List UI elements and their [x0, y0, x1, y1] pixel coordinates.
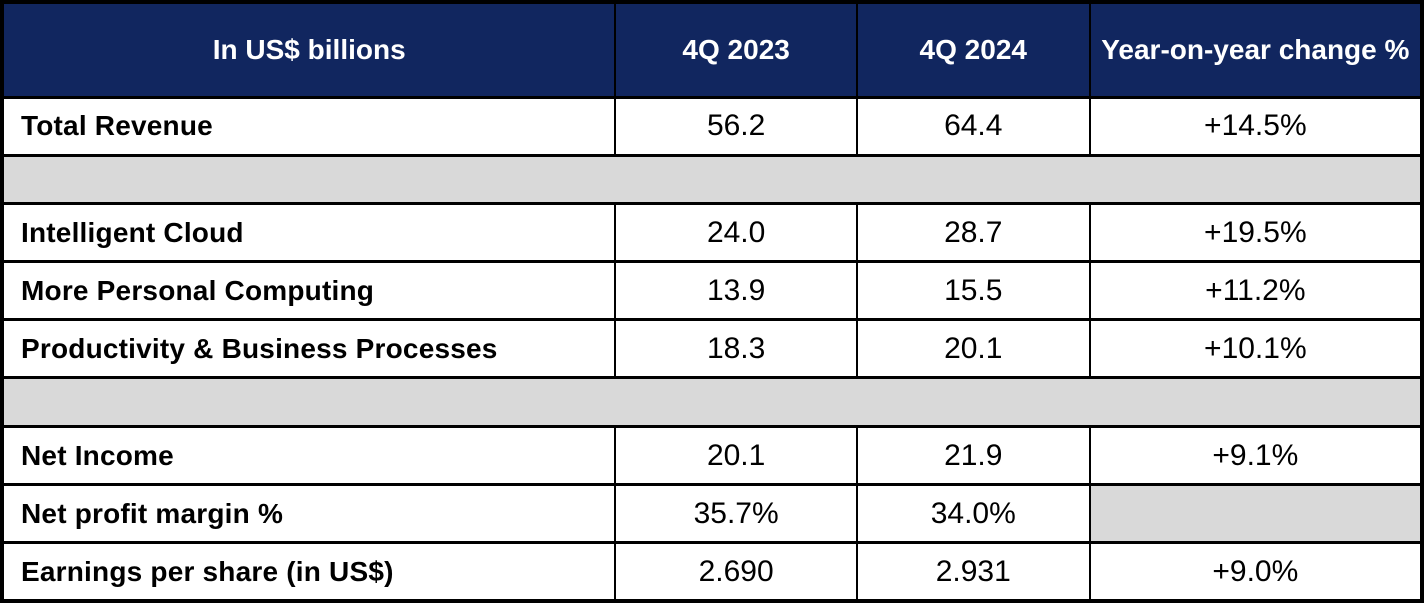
cell-4q2023: 18.3: [614, 318, 858, 380]
cell-yoy: +10.1%: [1088, 318, 1424, 380]
cell-yoy: +9.0%: [1088, 541, 1424, 603]
cell-4q2024: 64.4: [855, 95, 1091, 157]
table-row-net-profit-margin: Net profit margin % 35.7% 34.0%: [0, 483, 1424, 545]
cell-yoy-empty: [1088, 483, 1424, 545]
spacer-band-cell: [2, 376, 1422, 429]
cell-4q2024: 21.9: [855, 425, 1091, 487]
column-header-yoy-change: Year-on-year change %: [1088, 0, 1424, 99]
cell-4q2023: 2.690: [614, 541, 858, 603]
cell-4q2024: 2.931: [855, 541, 1091, 603]
cell-4q2024: 20.1: [855, 318, 1091, 380]
cell-4q2023: 24.0: [614, 202, 858, 264]
row-label: Intelligent Cloud: [0, 202, 617, 264]
table-row-total-revenue: Total Revenue 56.2 64.4 +14.5%: [0, 95, 1424, 157]
cell-yoy: +11.2%: [1088, 260, 1424, 322]
column-header-units: In US$ billions: [0, 0, 617, 99]
row-label: Productivity & Business Processes: [0, 318, 617, 380]
table-row-more-personal-computing: More Personal Computing 13.9 15.5 +11.2%: [0, 260, 1424, 322]
table-row-net-income: Net Income 20.1 21.9 +9.1%: [0, 425, 1424, 487]
cell-4q2023: 13.9: [614, 260, 858, 322]
row-label: Earnings per share (in US$): [0, 541, 617, 603]
row-label: Net profit margin %: [0, 483, 617, 545]
cell-yoy: +19.5%: [1088, 202, 1424, 264]
row-label: More Personal Computing: [0, 260, 617, 322]
spacer-band: [2, 153, 1422, 206]
row-label: Total Revenue: [0, 95, 617, 157]
row-label: Net Income: [0, 425, 617, 487]
spacer-band-cell: [2, 153, 1422, 206]
cell-yoy: +9.1%: [1088, 425, 1424, 487]
column-header-4q2023: 4Q 2023: [614, 0, 858, 99]
cell-4q2023: 56.2: [614, 95, 858, 157]
table-row-earnings-per-share: Earnings per share (in US$) 2.690 2.931 …: [0, 541, 1424, 603]
spacer-band: [2, 376, 1422, 429]
cell-yoy: +14.5%: [1088, 95, 1424, 157]
table-row-intelligent-cloud: Intelligent Cloud 24.0 28.7 +19.5%: [0, 202, 1424, 264]
column-header-4q2024: 4Q 2024: [855, 0, 1091, 99]
cell-4q2023: 20.1: [614, 425, 858, 487]
table-row-productivity-business-processes: Productivity & Business Processes 18.3 2…: [0, 318, 1424, 380]
cell-4q2024: 15.5: [855, 260, 1091, 322]
cell-4q2024: 34.0%: [855, 483, 1091, 545]
cell-4q2023: 35.7%: [614, 483, 858, 545]
header-row: In US$ billions 4Q 2023 4Q 2024 Year-on-…: [0, 0, 1424, 99]
cell-4q2024: 28.7: [855, 202, 1091, 264]
